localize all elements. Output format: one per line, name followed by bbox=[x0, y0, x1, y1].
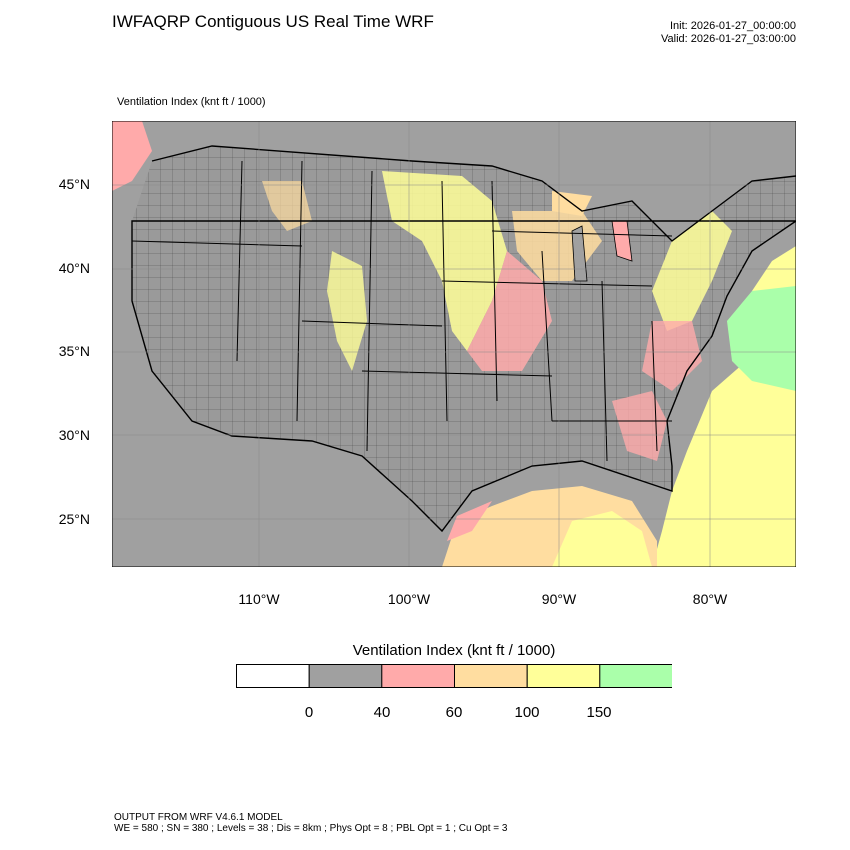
coastline bbox=[131, 145, 796, 533]
model-info-line1: OUTPUT FROM WRF V4.6.1 MODEL bbox=[114, 812, 283, 823]
lon-label-100: 100°W bbox=[387, 591, 431, 607]
field-label: Ventilation Index (knt ft / 1000) bbox=[117, 96, 266, 108]
atlantic-very-high-region bbox=[727, 261, 796, 391]
plot-title: IWFAQRP Contiguous US Real Time WRF bbox=[112, 12, 434, 31]
legend-bin-3 bbox=[454, 664, 528, 688]
legend-bin-4 bbox=[526, 664, 601, 688]
color-legend bbox=[236, 664, 672, 688]
lat-label-35: 35°N bbox=[58, 343, 90, 359]
model-info: OUTPUT FROM WRF V4.6.1 MODEL WE = 580 ; … bbox=[114, 812, 507, 834]
legend-bin-2 bbox=[381, 664, 455, 688]
map-panel bbox=[112, 121, 796, 567]
legend-bin-5 bbox=[599, 664, 672, 688]
graticule bbox=[112, 121, 796, 567]
legend-bin-1 bbox=[308, 664, 383, 688]
atlantic-yellow-fringe bbox=[752, 246, 796, 291]
legend-tick-40: 40 bbox=[373, 704, 391, 721]
plains-high-region bbox=[382, 171, 507, 351]
model-info-line2: WE = 580 ; SN = 380 ; Levels = 38 ; Dis … bbox=[114, 823, 508, 834]
atlantic-high-region bbox=[652, 341, 796, 567]
init-time: Init: 2026-01-27_00:00:00 bbox=[670, 20, 796, 32]
legend-tick-0: 0 bbox=[304, 704, 314, 721]
gulf-pink-fringe bbox=[447, 501, 492, 541]
lat-label-45: 45°N bbox=[58, 176, 90, 192]
lat-label-30: 30°N bbox=[58, 427, 90, 443]
state-boundaries bbox=[131, 160, 673, 462]
gulf-high-region bbox=[552, 511, 652, 567]
pacific-nw-pink-region bbox=[112, 121, 152, 191]
southeast-pink-region bbox=[612, 391, 667, 461]
rockies-high-region bbox=[327, 251, 367, 371]
legend-tick-60: 60 bbox=[445, 704, 463, 721]
lon-label-80: 80°W bbox=[692, 591, 728, 607]
lake-michigan bbox=[571, 225, 588, 282]
legend-tick-150: 150 bbox=[586, 704, 612, 721]
midwest-pink-region bbox=[467, 251, 552, 371]
legend-bin-0 bbox=[236, 664, 310, 688]
lat-label-25: 25°N bbox=[58, 511, 90, 527]
mid-atlantic-pink-region bbox=[642, 321, 702, 391]
lon-label-90: 90°W bbox=[541, 591, 577, 607]
legend-tick-100: 100 bbox=[514, 704, 540, 721]
valid-time: Valid: 2026-01-27_03:00:00 bbox=[661, 33, 796, 45]
lat-label-40: 40°N bbox=[58, 260, 90, 276]
lon-label-110: 110°W bbox=[238, 591, 280, 607]
legend-title: Ventilation Index (knt ft / 1000) bbox=[352, 642, 556, 659]
northern-rockies-moderate-region bbox=[262, 181, 312, 231]
init-valid-times: Init: 2026-01-27_00:00:00 Valid: 2026-01… bbox=[661, 20, 796, 46]
